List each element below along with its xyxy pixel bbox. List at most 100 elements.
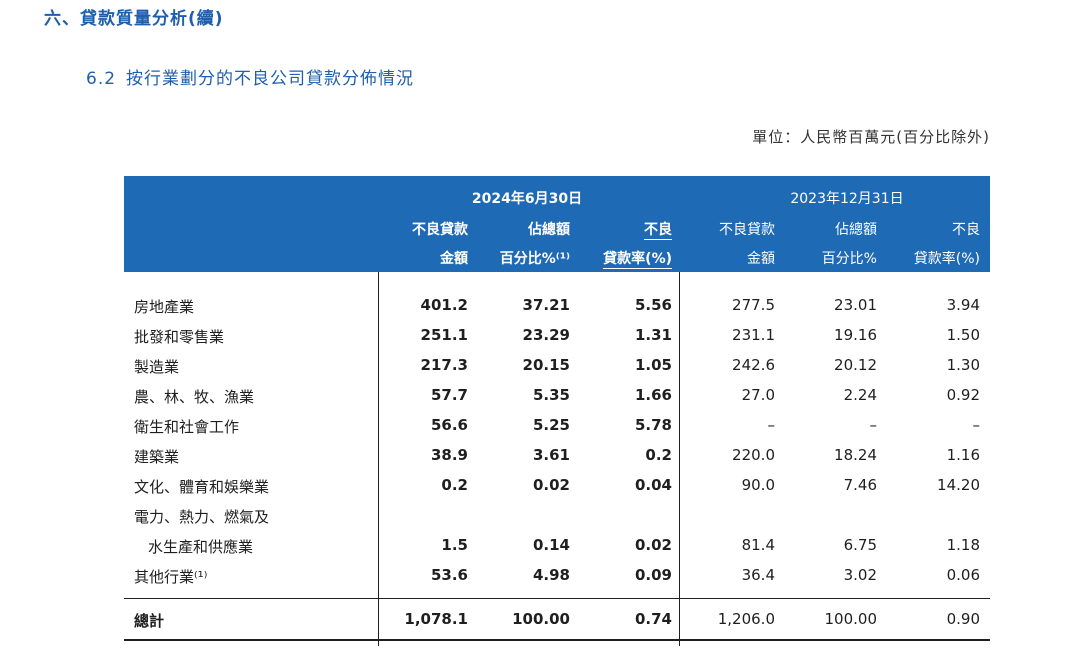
- cell: 251.1: [420, 326, 468, 344]
- row-label: 農、林、牧、漁業: [134, 388, 255, 406]
- cell: 38.9: [430, 446, 468, 464]
- total-cell: 0.74: [634, 610, 672, 628]
- cell: 3.61: [532, 446, 570, 464]
- row-label: 衛生和社會工作: [134, 418, 240, 436]
- cell: 1.50: [946, 326, 980, 344]
- sub-title-text: 按行業劃分的不良公司貸款分佈情況: [126, 69, 415, 89]
- header-col6-line1: 不良: [952, 222, 980, 238]
- cell: 1.31: [634, 326, 672, 344]
- cell: 1.5: [441, 536, 468, 554]
- cell: 2.24: [843, 386, 877, 404]
- divider-left: [378, 272, 379, 646]
- cell: 0.02: [532, 476, 570, 494]
- header-date-current: 2024年6月30日: [471, 191, 583, 207]
- cell: 36.4: [741, 566, 775, 584]
- cell: 18.24: [834, 446, 877, 464]
- cell: 217.3: [420, 356, 468, 374]
- cell: 4.98: [532, 566, 570, 584]
- table-row: 文化、體育和娛樂業 0.2 0.02 0.04 90.0 7.46 14.20: [124, 470, 990, 500]
- unit-note: 單位：人民幣百萬元(百分比除外): [752, 128, 990, 146]
- cell: 23.29: [522, 326, 570, 344]
- row-label: 建築業: [134, 448, 180, 466]
- sub-title: 6.2 按行業劃分的不良公司貸款分佈情況: [86, 64, 414, 89]
- cell: 81.4: [741, 536, 775, 554]
- table-row: 衛生和社會工作 56.6 5.25 5.78 – – –: [124, 410, 990, 440]
- sub-title-number: 6.2: [86, 69, 117, 89]
- row-label: 水生產和供應業: [148, 538, 254, 556]
- row-label: 文化、體育和娛樂業: [134, 478, 270, 496]
- total-separator: [124, 598, 990, 599]
- bottom-rule: [124, 639, 990, 641]
- cell: 1.66: [634, 386, 672, 404]
- cell: 0.2: [441, 476, 468, 494]
- header-col3-line2: 貸款率(%): [603, 251, 672, 269]
- cell: 1.18: [946, 536, 980, 554]
- cell: –: [869, 416, 878, 434]
- cell: 0.14: [532, 536, 570, 554]
- cell: 1.30: [946, 356, 980, 374]
- cell: 5.35: [532, 386, 570, 404]
- cell: 5.78: [634, 416, 672, 434]
- total-cell: 0.90: [946, 610, 980, 628]
- cell: 19.16: [834, 326, 877, 344]
- cell: 20.12: [834, 356, 877, 374]
- cell: 53.6: [430, 566, 468, 584]
- table-row: 房地產業 401.2 37.21 5.56 277.5 23.01 3.94: [124, 290, 990, 320]
- cell: 3.02: [843, 566, 877, 584]
- cell: 0.2: [645, 446, 672, 464]
- cell: 7.46: [843, 476, 877, 494]
- cell: 0.06: [946, 566, 980, 584]
- cell: 20.15: [522, 356, 570, 374]
- header-col2-line2: 百分比%⁽¹⁾: [499, 251, 570, 267]
- header-col1-line2: 金額: [440, 251, 468, 267]
- cell: 0.04: [634, 476, 672, 494]
- total-row: 總計 1,078.1 100.00 0.74 1,206.0 100.00 0.…: [124, 599, 990, 639]
- cell: 23.01: [834, 296, 877, 314]
- header-col3-line1: 不良: [644, 222, 672, 240]
- table-row: 其他行業⁽¹⁾ 53.6 4.98 0.09 36.4 3.02 0.06: [124, 560, 990, 590]
- divider-right: [679, 272, 680, 646]
- header-col4-line1: 不良貸款: [719, 222, 775, 238]
- cell: 3.94: [946, 296, 980, 314]
- table-row: 水生產和供應業 1.5 0.14 0.02 81.4 6.75 1.18: [124, 530, 990, 560]
- cell: 90.0: [741, 476, 775, 494]
- row-label: 製造業: [134, 358, 180, 376]
- row-label: 批發和零售業: [134, 328, 225, 346]
- cell: 14.20: [937, 476, 980, 494]
- table-body: 房地產業 401.2 37.21 5.56 277.5 23.01 3.94 批…: [124, 272, 990, 641]
- cell: –: [767, 416, 776, 434]
- cell: –: [972, 416, 981, 434]
- total-cell: 1,206.0: [717, 610, 775, 628]
- cell: 5.25: [532, 416, 570, 434]
- header-col2-line1: 佔總額: [528, 222, 570, 238]
- cell: 1.16: [946, 446, 980, 464]
- header-col6-line2: 貸款率(%): [913, 251, 980, 267]
- header-date-prior: 2023年12月31日: [790, 191, 904, 207]
- row-label: 電力、熱力、燃氣及: [134, 508, 270, 526]
- cell: 242.6: [732, 356, 775, 374]
- cell: 220.0: [732, 446, 775, 464]
- npl-table: 2024年6月30日 2023年12月31日 不良貸款 金額 佔總額 百分比%⁽…: [124, 176, 990, 646]
- row-label: 其他行業⁽¹⁾: [134, 568, 208, 586]
- header-col1-line1: 不良貸款: [412, 222, 468, 238]
- table-row: 農、林、牧、漁業 57.7 5.35 1.66 27.0 2.24 0.92: [124, 380, 990, 410]
- table-header: 2024年6月30日 2023年12月31日 不良貸款 金額 佔總額 百分比%⁽…: [124, 176, 990, 272]
- cell: 1.05: [634, 356, 672, 374]
- row-label: 房地產業: [134, 298, 195, 316]
- cell: 0.02: [634, 536, 672, 554]
- cell: 401.2: [420, 296, 468, 314]
- total-cell: 1,078.1: [404, 610, 468, 628]
- cell: 27.0: [741, 386, 775, 404]
- cell: 56.6: [430, 416, 468, 434]
- cell: 231.1: [732, 326, 775, 344]
- cell: 5.56: [634, 296, 672, 314]
- cell: 0.09: [634, 566, 672, 584]
- cell: 0.92: [946, 386, 980, 404]
- header-col4-line2: 金額: [747, 251, 775, 267]
- cell: 57.7: [430, 386, 468, 404]
- table-row: 批發和零售業 251.1 23.29 1.31 231.1 19.16 1.50: [124, 320, 990, 350]
- cell: 277.5: [732, 296, 775, 314]
- total-cell: 100.00: [824, 610, 878, 628]
- table-row: 建築業 38.9 3.61 0.2 220.0 18.24 1.16: [124, 440, 990, 470]
- header-col5-line2: 百分比%: [821, 251, 877, 267]
